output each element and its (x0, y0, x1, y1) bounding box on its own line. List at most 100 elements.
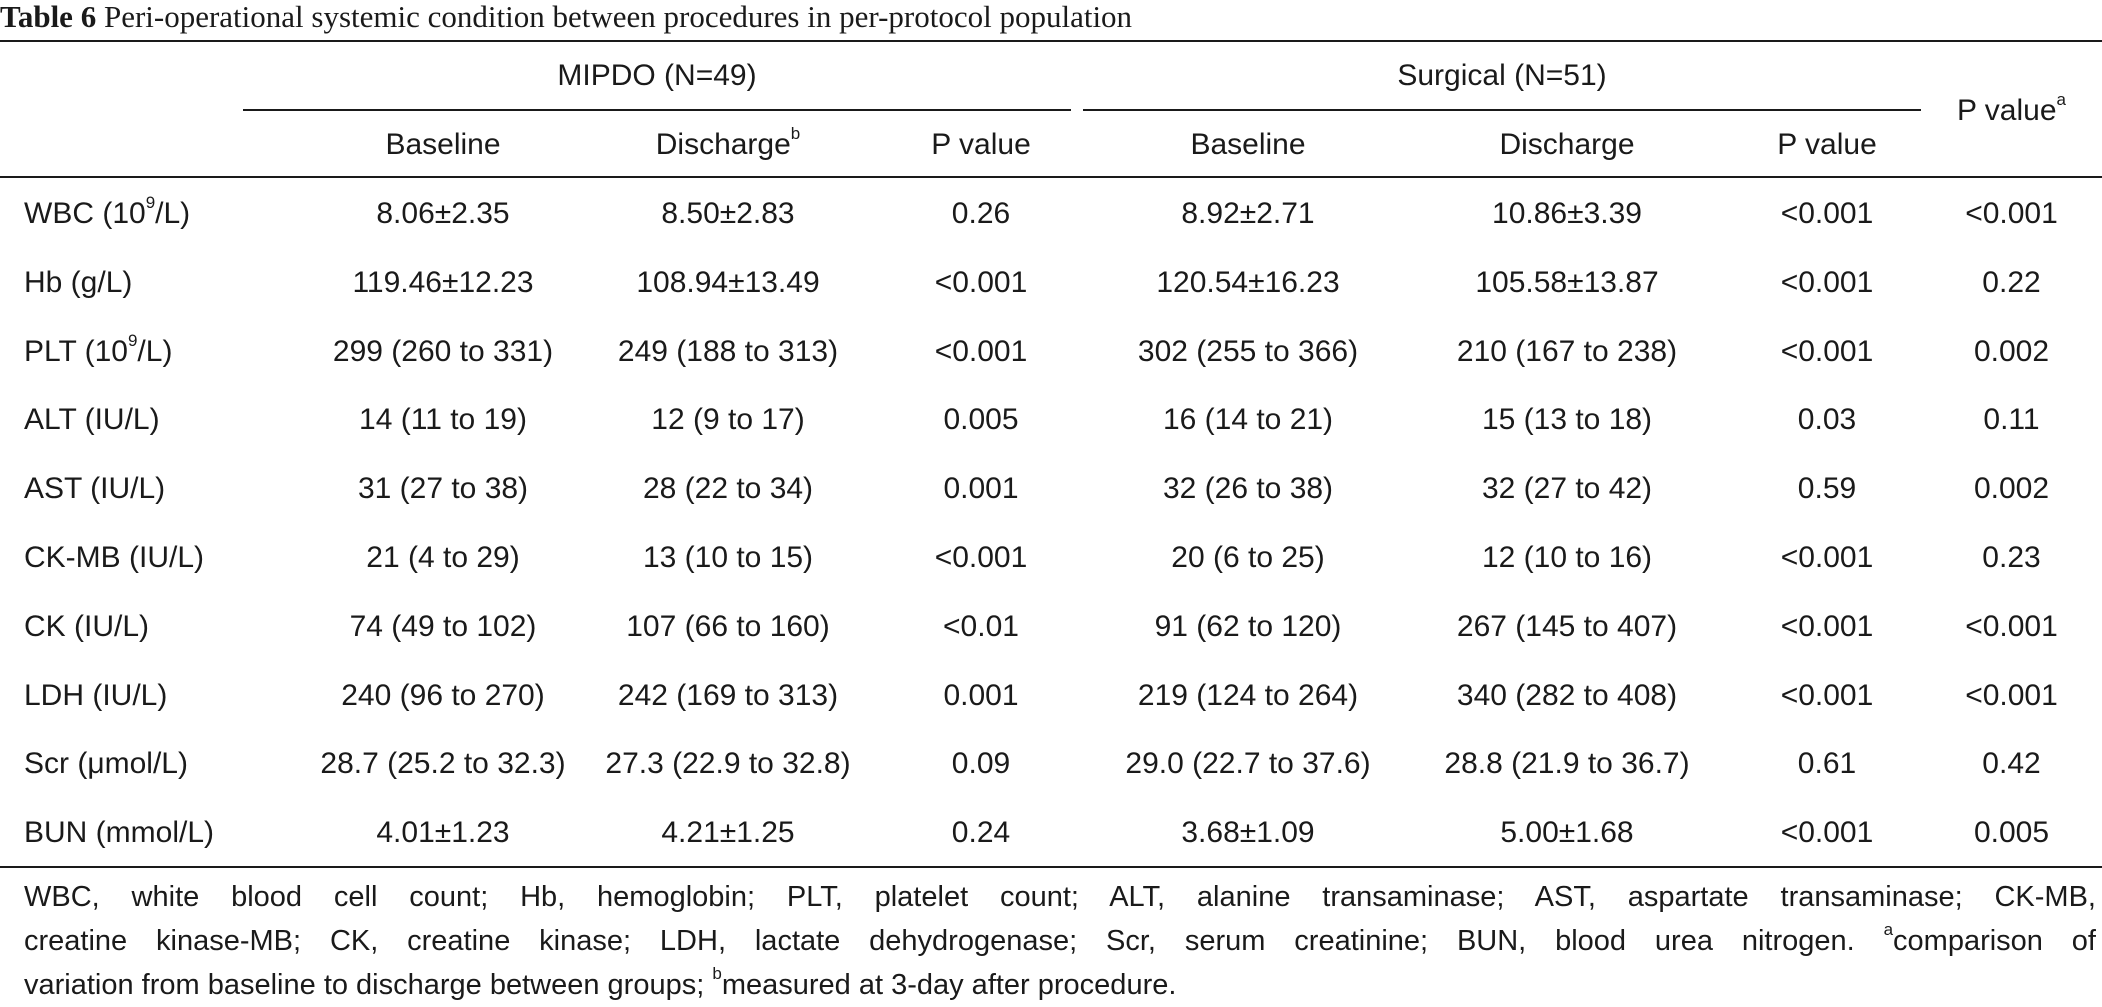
footnote-line-1: WBC, white blood cell count; Hb, hemoglo… (24, 881, 2096, 913)
cell-mipdo-discharge: 8.50±2.83 (661, 197, 795, 230)
cell-mipdo-discharge: 242 (169 to 313) (617, 679, 839, 712)
cell-mipdo-discharge: 13 (10 to 15) (642, 541, 814, 574)
header-bottom-rule (0, 176, 2102, 178)
footnote-line-2-tail: comparison of (1893, 925, 2096, 957)
table-caption-label: Table 6 (0, 0, 97, 34)
footnote-line-2: creatine kinase-MB; CK, creatine kinase;… (24, 919, 2096, 963)
cell-surgical-discharge: 10.86±3.39 (1492, 197, 1642, 230)
row-label-sup: 9 (145, 193, 156, 212)
column-header-p-value-overall-sup: a (2056, 90, 2066, 109)
column-header-p-value-overall: P valuea (1921, 91, 2102, 131)
cell-surgical-discharge: 5.00±1.68 (1500, 816, 1634, 849)
cell-surgical-baseline: 20 (6 to 25) (1171, 541, 1325, 574)
footnote-sup-a: a (1883, 920, 1894, 940)
cell-mipdo-baseline: 14 (11 to 19) (359, 403, 527, 436)
cell-p-value-overall: 0.002 (1973, 472, 2050, 505)
table-bottom-rule (0, 866, 2102, 868)
footnote-line-3-text: variation from baseline to discharge bet… (24, 969, 705, 1001)
row-label-text: BUN (mmol/L) (24, 816, 215, 849)
column-header-surgical-baseline: Baseline (1190, 128, 1306, 161)
cell-p-value-overall: 0.42 (1982, 747, 2041, 780)
row-label: ALT (IU/L) (24, 400, 160, 440)
column-header-p-value-overall-text: P value (1957, 94, 2057, 127)
cell-surgical-p-value: 0.03 (1797, 403, 1857, 436)
cell-surgical-p-value: <0.001 (1780, 541, 1874, 574)
row-label: Hb (g/L) (24, 263, 132, 303)
cell-mipdo-discharge: 4.21±1.25 (661, 816, 795, 849)
cell-p-value-overall: <0.001 (1965, 610, 2058, 643)
row-label-text: Scr (μmol/L) (24, 747, 188, 780)
cell-surgical-baseline: 120.54±16.23 (1156, 266, 1340, 299)
cell-p-value-overall: 0.23 (1982, 541, 2041, 574)
row-label-text: LDH (IU/L) (24, 679, 168, 712)
row-label: Scr (μmol/L) (24, 744, 188, 784)
cell-mipdo-p-value: 0.001 (943, 679, 1019, 712)
column-header-surgical-discharge: Discharge (1499, 128, 1635, 161)
group-header-surgical: Surgical (N=51) (1397, 59, 1607, 92)
row-label-text: CK (IU/L) (24, 610, 150, 643)
cell-surgical-discharge: 340 (282 to 408) (1456, 679, 1678, 712)
row-label: WBC (109/L) (24, 194, 190, 234)
cell-surgical-baseline: 16 (14 to 21) (1162, 403, 1334, 436)
cell-mipdo-baseline: 31 (27 to 38) (357, 472, 529, 505)
cell-mipdo-discharge: 27.3 (22.9 to 32.8) (605, 747, 851, 780)
column-header-mipdo-discharge: Dischargeb (588, 125, 868, 165)
cell-p-value-overall: 0.22 (1982, 266, 2041, 299)
row-label-text: WBC (10 (24, 197, 146, 230)
cell-surgical-discharge: 105.58±13.87 (1475, 266, 1659, 299)
cell-mipdo-baseline: 8.06±2.35 (376, 197, 510, 230)
cell-mipdo-p-value: <0.001 (934, 335, 1028, 368)
cell-surgical-p-value: 0.59 (1797, 472, 1857, 505)
cell-surgical-p-value: <0.001 (1780, 266, 1874, 299)
cell-surgical-baseline: 3.68±1.09 (1181, 816, 1315, 849)
row-label: CK-MB (IU/L) (24, 538, 204, 578)
cell-mipdo-p-value: 0.24 (951, 816, 1011, 849)
table-caption-text: Peri-operational systemic condition betw… (103, 0, 1133, 34)
cell-mipdo-baseline: 21 (4 to 29) (366, 541, 520, 574)
cell-surgical-baseline: 8.92±2.71 (1181, 197, 1315, 230)
cell-mipdo-p-value: 0.09 (951, 747, 1011, 780)
column-header-mipdo-baseline: Baseline (385, 128, 501, 161)
cell-mipdo-p-value: <0.01 (943, 610, 1019, 643)
row-label-text: Hb (g/L) (24, 266, 133, 299)
row-label: PLT (109/L) (24, 332, 172, 372)
cell-mipdo-p-value: 0.001 (943, 472, 1019, 505)
cell-surgical-baseline: 29.0 (22.7 to 37.6) (1125, 747, 1371, 780)
cell-surgical-p-value: <0.001 (1780, 197, 1874, 230)
cell-surgical-discharge: 32 (27 to 42) (1481, 472, 1653, 505)
table-caption: Table 6 Peri-operational systemic condit… (0, 0, 1132, 40)
column-header-mipdo-discharge-text: Discharge (655, 128, 791, 161)
cell-mipdo-baseline: 28.7 (25.2 to 32.3) (320, 747, 566, 780)
cell-mipdo-baseline: 74 (49 to 102) (349, 610, 537, 643)
row-label-tail: /L) (155, 197, 191, 230)
cell-surgical-baseline: 91 (62 to 120) (1154, 610, 1342, 643)
cell-p-value-overall: 0.005 (1973, 816, 2050, 849)
cell-surgical-p-value: <0.001 (1780, 610, 1874, 643)
cell-surgical-baseline: 219 (124 to 264) (1137, 679, 1359, 712)
column-header-surgical-p-value: P value (1777, 128, 1877, 161)
row-label-text: CK-MB (IU/L) (24, 541, 204, 574)
row-label: AST (IU/L) (24, 469, 165, 509)
row-label: BUN (mmol/L) (24, 813, 214, 853)
footnote-sup-b: b (712, 964, 722, 984)
cell-mipdo-p-value: 0.005 (943, 403, 1019, 436)
cell-mipdo-p-value: 0.26 (951, 197, 1011, 230)
cell-mipdo-discharge: 249 (188 to 313) (617, 335, 839, 368)
cell-mipdo-discharge: 12 (9 to 17) (651, 403, 805, 436)
cell-surgical-p-value: <0.001 (1780, 816, 1874, 849)
cell-mipdo-discharge: 28 (22 to 34) (642, 472, 814, 505)
cell-p-value-overall: <0.001 (1965, 197, 2058, 230)
cell-p-value-overall: <0.001 (1965, 679, 2058, 712)
cell-surgical-baseline: 302 (255 to 366) (1137, 335, 1359, 368)
row-label: LDH (IU/L) (24, 676, 167, 716)
cell-mipdo-baseline: 119.46±12.23 (352, 266, 534, 299)
cell-surgical-discharge: 267 (145 to 407) (1456, 610, 1678, 643)
cell-mipdo-p-value: <0.001 (934, 541, 1028, 574)
column-header-mipdo-discharge-sup: b (790, 124, 801, 143)
group-header-mipdo: MIPDO (N=49) (557, 59, 757, 92)
cell-surgical-discharge: 28.8 (21.9 to 36.7) (1444, 747, 1690, 780)
row-label-sup: 9 (127, 331, 138, 350)
row-label-text: PLT (10 (24, 335, 128, 368)
table-footnote: WBC, white blood cell count; Hb, hemoglo… (24, 875, 2096, 1007)
cell-mipdo-discharge: 107 (66 to 160) (626, 610, 830, 643)
